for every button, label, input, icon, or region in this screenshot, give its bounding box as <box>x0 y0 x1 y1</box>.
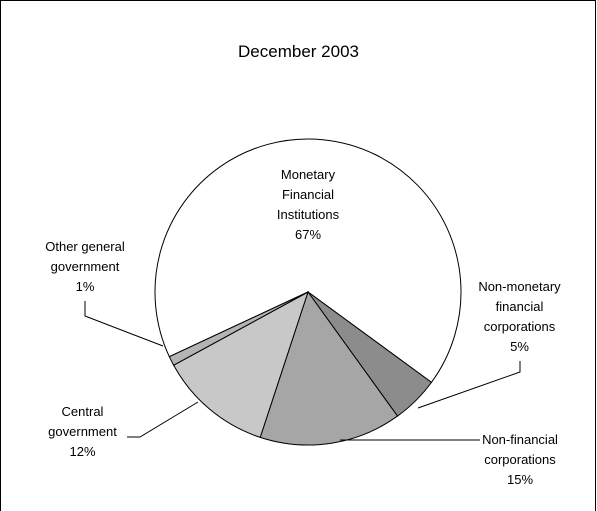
slice-label: Central government 12% <box>40 402 125 462</box>
value-label: 67% <box>294 227 322 242</box>
pie-slice <box>172 290 309 438</box>
pie-slice <box>168 291 309 366</box>
slice-label: Other general government 1% <box>30 237 140 297</box>
value-label: 5% <box>510 339 529 354</box>
pie-slice <box>154 138 462 384</box>
slice-label: Non-monetary financial corporations 5% <box>462 277 577 357</box>
category-name: Non-financial corporations <box>482 432 558 467</box>
category-name: Central government <box>48 404 117 439</box>
category-name: Non-monetary financial corporations <box>478 279 561 334</box>
chart-title: December 2003 <box>238 42 359 61</box>
leader-line <box>417 361 521 409</box>
category-name: Monetary Financial Institutions <box>276 167 340 222</box>
value-label: 15% <box>506 472 534 487</box>
leader-line <box>84 301 164 347</box>
value-label: 12% <box>69 444 96 459</box>
value-label: 1% <box>75 279 95 294</box>
pie-slice <box>259 290 399 446</box>
slice-label: Monetary Financial Institutions 67% <box>260 165 356 245</box>
category-name: Other general government <box>45 239 125 274</box>
leader-line <box>127 401 199 438</box>
slice-label: Non-financial corporations 15% <box>465 430 575 490</box>
